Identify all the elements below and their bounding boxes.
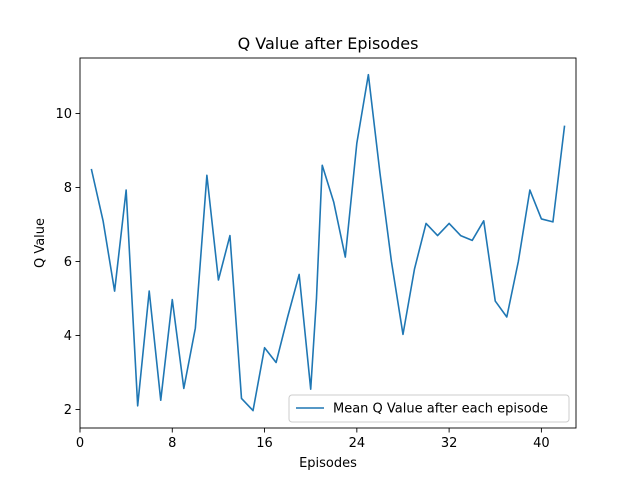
y-tick-label: 10	[55, 107, 72, 122]
x-tick-label: 16	[256, 436, 273, 451]
y-tick-label: 6	[64, 255, 72, 270]
y-axis-label: Q Value	[33, 218, 48, 268]
x-tick-label: 24	[349, 436, 366, 451]
legend: Mean Q Value after each episode	[288, 394, 570, 423]
x-tick-label: 8	[168, 436, 176, 451]
y-tick-label: 2	[64, 403, 72, 418]
y-tick-label: 8	[64, 181, 72, 196]
y-tick-label: 4	[64, 329, 72, 344]
legend-label: Mean Q Value after each episode	[333, 402, 548, 417]
x-axis-label: Episodes	[299, 456, 357, 471]
x-tick-label: 0	[76, 436, 84, 451]
legend-box	[288, 394, 570, 423]
plot-area-frame	[79, 57, 577, 429]
x-tick-label: 40	[533, 436, 550, 451]
chart-title: Q Value after Episodes	[238, 34, 419, 53]
x-axis-ticks: 0 8 16 24 32 40	[76, 428, 550, 451]
series-line	[90, 73, 566, 412]
x-tick-label: 32	[441, 436, 458, 451]
y-axis-ticks: 2 4 6 8 10	[55, 107, 80, 418]
